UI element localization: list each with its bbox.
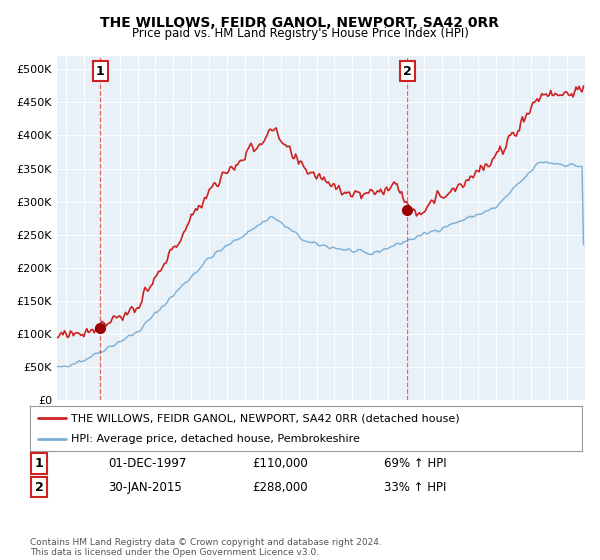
Text: £288,000: £288,000 (252, 480, 308, 494)
Text: THE WILLOWS, FEIDR GANOL, NEWPORT, SA42 0RR (detached house): THE WILLOWS, FEIDR GANOL, NEWPORT, SA42 … (71, 413, 460, 423)
Text: Price paid vs. HM Land Registry's House Price Index (HPI): Price paid vs. HM Land Registry's House … (131, 27, 469, 40)
Text: 2: 2 (403, 64, 412, 78)
Text: 1: 1 (35, 457, 43, 470)
Text: 2: 2 (35, 480, 43, 494)
Text: 69% ↑ HPI: 69% ↑ HPI (384, 457, 446, 470)
Text: HPI: Average price, detached house, Pembrokeshire: HPI: Average price, detached house, Pemb… (71, 433, 360, 444)
Text: 30-JAN-2015: 30-JAN-2015 (108, 480, 182, 494)
Text: £110,000: £110,000 (252, 457, 308, 470)
Text: Contains HM Land Registry data © Crown copyright and database right 2024.
This d: Contains HM Land Registry data © Crown c… (30, 538, 382, 557)
Text: 01-DEC-1997: 01-DEC-1997 (108, 457, 187, 470)
Text: 1: 1 (96, 64, 104, 78)
Text: THE WILLOWS, FEIDR GANOL, NEWPORT, SA42 0RR: THE WILLOWS, FEIDR GANOL, NEWPORT, SA42 … (101, 16, 499, 30)
Text: 33% ↑ HPI: 33% ↑ HPI (384, 480, 446, 494)
